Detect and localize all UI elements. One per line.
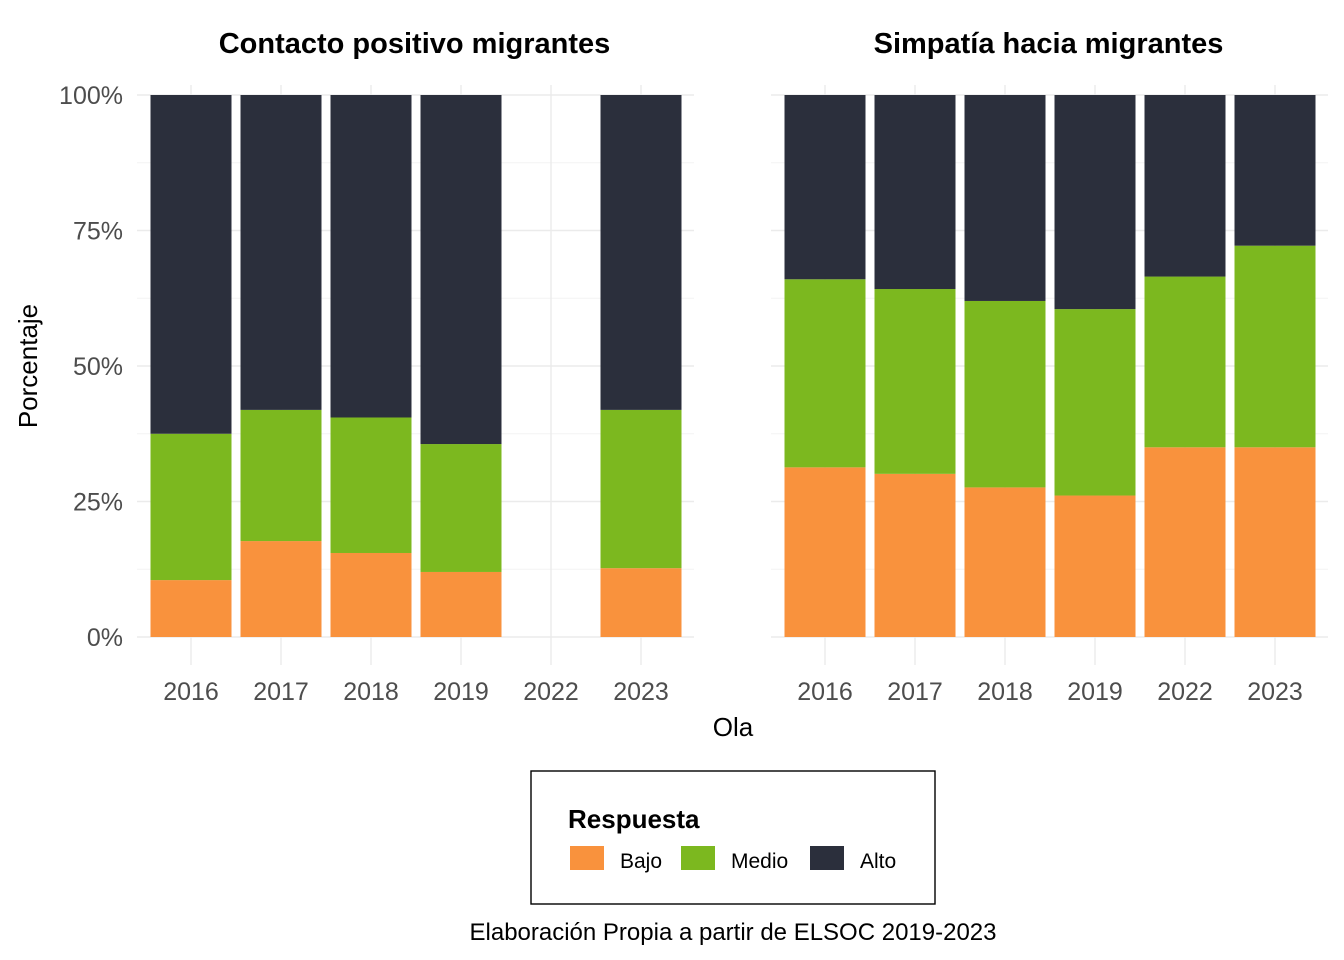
bar-bajo-2017 (874, 473, 956, 637)
bar-alto-2017 (874, 95, 956, 290)
bar-bajo-2016 (784, 467, 866, 637)
x-tick-label: 2019 (433, 678, 489, 706)
x-tick-label: 2023 (613, 678, 669, 706)
legend-label: Bajo (620, 850, 662, 873)
legend-item-medio: Medio (681, 846, 788, 873)
x-tick-label: 2022 (523, 678, 579, 706)
x-tick-label: 2019 (1067, 678, 1123, 706)
bar-alto-2019 (420, 95, 502, 445)
legend-box (530, 770, 936, 905)
y-tick-label: 75% (73, 218, 123, 246)
legend-swatch (681, 846, 715, 870)
y-tick-label: 100% (59, 82, 123, 110)
y-tick-label: 50% (73, 353, 123, 381)
x-axis-title: Ola (713, 712, 754, 742)
bar-bajo-2016 (150, 580, 232, 637)
x-tick-label: 2016 (163, 678, 219, 706)
facet-panel-1: 2016 2017 2018 2019 2022 2023 Contacto positiv… (137, 28, 694, 706)
x-tick-label: 2023 (1247, 678, 1303, 706)
legend-title: Respuesta (568, 804, 700, 834)
legend-item-bajo: Bajo (570, 846, 662, 873)
bar-medio-2017 (240, 409, 322, 542)
bar-bajo-2018 (964, 487, 1046, 637)
legend-item-alto: Alto (810, 846, 896, 873)
x-tick-label: 2018 (977, 678, 1033, 706)
bar-bajo-2022 (1144, 447, 1226, 637)
x-tick-label: 2016 (797, 678, 853, 706)
bar-medio-2023 (1234, 245, 1316, 448)
legend-swatch (810, 846, 844, 870)
bar-medio-2016 (784, 279, 866, 468)
bar-alto-2018 (964, 95, 1046, 301)
x-tick-label: 2017 (887, 678, 943, 706)
bar-bajo-2023 (1234, 447, 1316, 637)
facet-title: Contacto positivo migrantes (219, 28, 611, 60)
bar-alto-2019 (1054, 95, 1136, 310)
bar-bajo-2019 (420, 571, 502, 637)
y-axis-title: Porcentaje (13, 304, 43, 428)
bar-alto-2017 (240, 95, 322, 410)
facet-title: Simpatía hacia migrantes (874, 28, 1224, 60)
x-tick-label: 2017 (253, 678, 309, 706)
bar-alto-2016 (784, 95, 866, 280)
bar-alto-2023 (1234, 95, 1316, 246)
x-tick-label: 2022 (1157, 678, 1213, 706)
legend: Respuesta Bajo Medio Alto (530, 770, 936, 905)
bar-alto-2018 (330, 95, 412, 418)
bar-bajo-2017 (240, 541, 322, 637)
y-tick-label: 0% (87, 624, 123, 652)
bar-bajo-2023 (600, 568, 682, 637)
legend-label: Alto (860, 850, 896, 873)
bar-medio-2018 (964, 300, 1046, 488)
y-tick-label: 25% (73, 489, 123, 517)
legend-label: Medio (731, 850, 788, 873)
bar-medio-2016 (150, 433, 232, 581)
bar-alto-2022 (1144, 95, 1226, 277)
bar-medio-2023 (600, 409, 682, 569)
bar-alto-2016 (150, 95, 232, 434)
bar-bajo-2018 (330, 552, 412, 637)
bar-medio-2017 (874, 289, 956, 474)
legend-swatch (570, 846, 604, 870)
bar-medio-2019 (1054, 309, 1136, 496)
facet-panel-2: 2016 2017 2018 2019 2022 2023 Simpatía hacia m… (771, 28, 1328, 706)
bar-medio-2022 (1144, 276, 1226, 448)
caption: Elaboración Propia a partir de ELSOC 201… (470, 919, 997, 946)
bar-alto-2023 (600, 95, 682, 410)
bar-medio-2019 (420, 444, 502, 572)
bar-medio-2018 (330, 417, 412, 553)
bar-bajo-2019 (1054, 495, 1136, 637)
x-tick-label: 2018 (343, 678, 399, 706)
